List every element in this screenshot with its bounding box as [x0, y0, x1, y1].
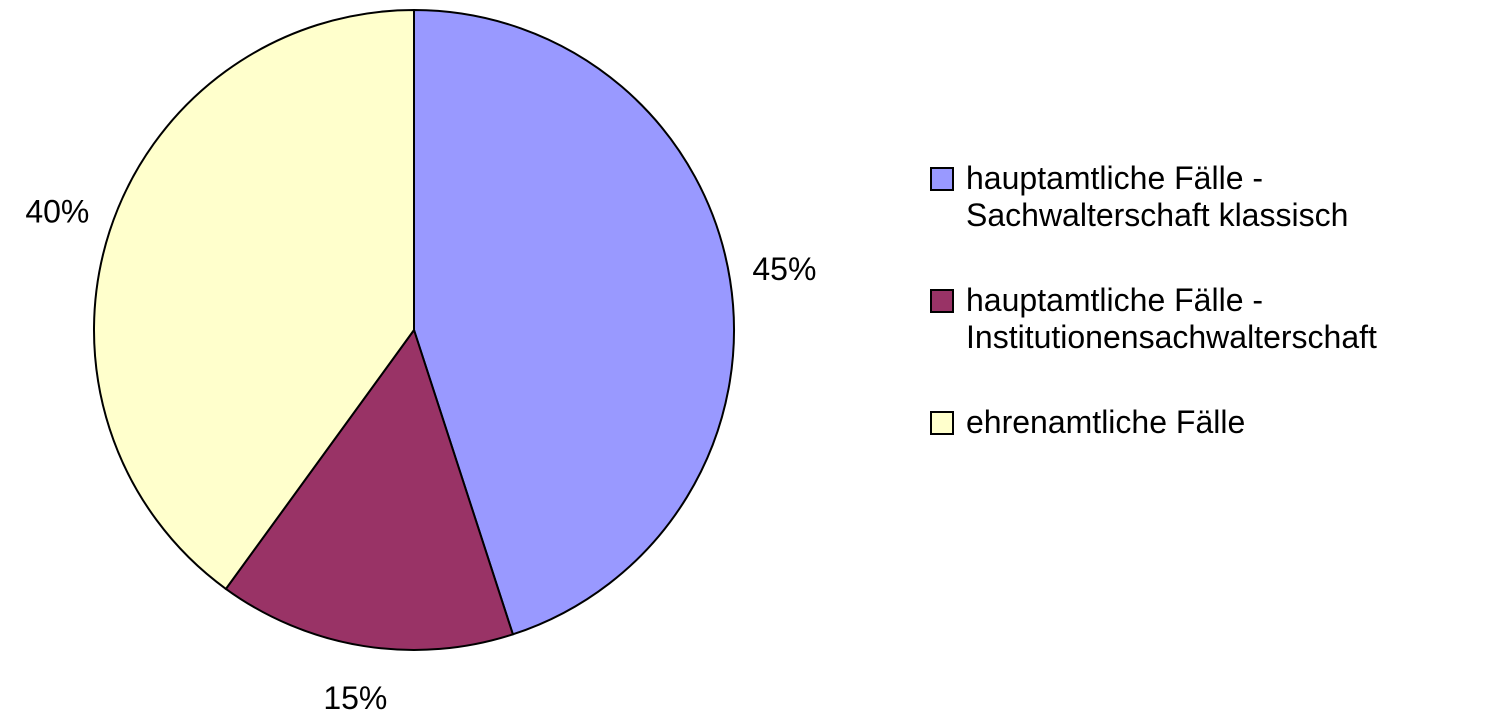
legend-item: hauptamtliche Fälle - Sachwalterschaft k… — [930, 160, 1490, 234]
legend-label: hauptamtliche Fälle - Institutionensachw… — [966, 282, 1377, 355]
data-label: 45% — [752, 251, 816, 287]
pie-slice — [224, 327, 515, 651]
legend-swatch — [930, 411, 954, 435]
legend-item: ehrenamtliche Fälle — [930, 404, 1490, 441]
data-label: 40% — [25, 194, 89, 230]
pie-slice — [413, 8, 735, 636]
legend-swatch — [930, 167, 954, 191]
legend-label: hauptamtliche Fälle - Sachwalterschaft k… — [966, 160, 1349, 233]
legend-swatch — [930, 289, 954, 313]
data-label: 15% — [323, 680, 387, 715]
pie-slice — [93, 8, 415, 591]
legend: hauptamtliche Fälle - Sachwalterschaft k… — [930, 160, 1490, 489]
legend-item: hauptamtliche Fälle - Institutionensachw… — [930, 282, 1490, 356]
legend-label: ehrenamtliche Fälle — [966, 404, 1246, 440]
